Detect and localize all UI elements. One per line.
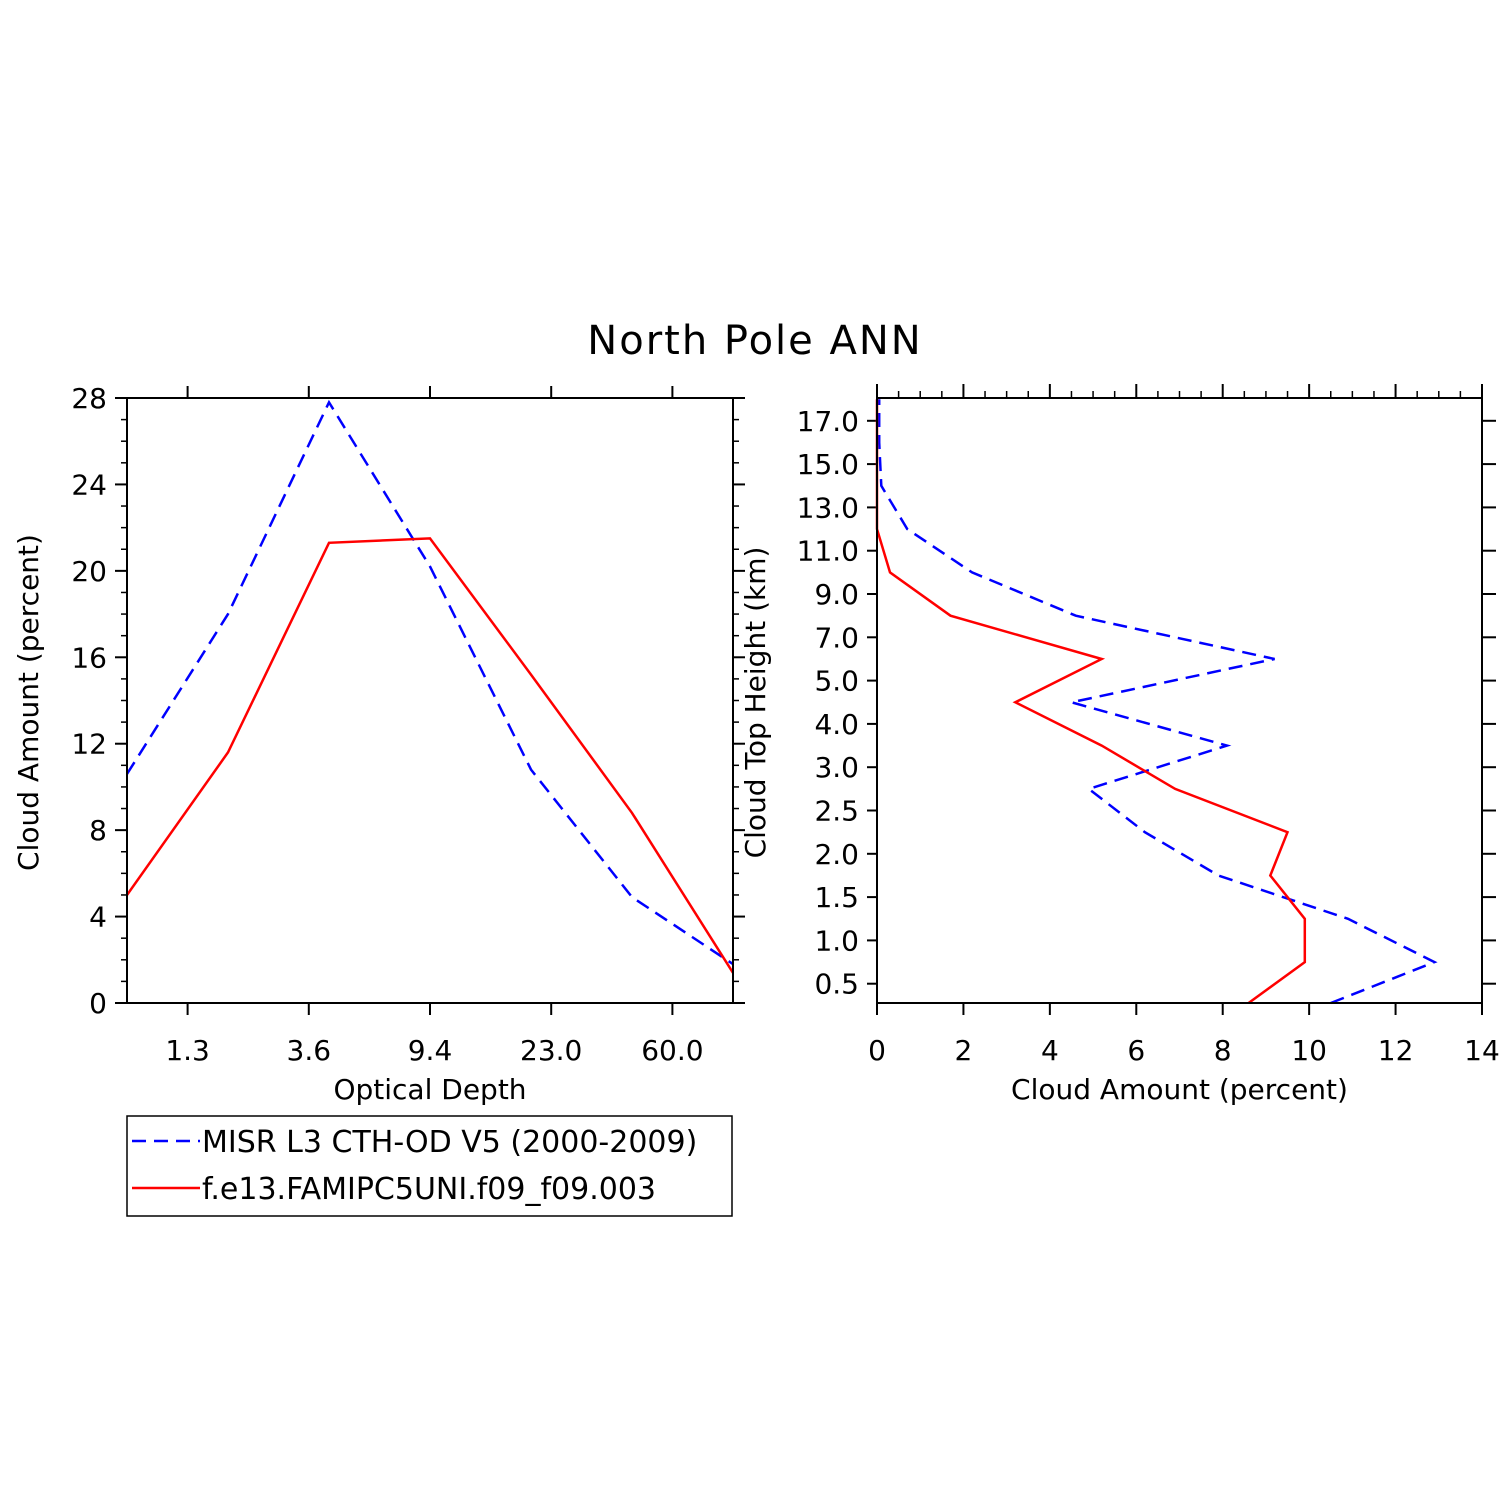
y-tick-label: 7.0 xyxy=(814,621,859,654)
x-tick-label: 23.0 xyxy=(520,1034,582,1067)
y-tick-label: 17.0 xyxy=(797,405,859,438)
legend: MISR L3 CTH-OD V5 (2000-2009) f.e13.FAMI… xyxy=(126,1115,733,1217)
y-tick-label: 12 xyxy=(71,728,107,761)
y-tick-label: 4.0 xyxy=(814,708,859,741)
y-tick-label: 16 xyxy=(71,641,107,674)
chart-title: North Pole ANN xyxy=(587,318,922,364)
x-tick-label: 10 xyxy=(1291,1034,1327,1067)
y-tick-label: 15.0 xyxy=(797,448,859,481)
plot-frame xyxy=(126,397,734,1004)
y-tick-label: 2.5 xyxy=(814,795,859,828)
y-tick-label: 24 xyxy=(71,468,107,501)
series-line-obs xyxy=(877,399,1438,1005)
x-tick-label: 12 xyxy=(1378,1034,1414,1067)
x-tick-label: 60.0 xyxy=(641,1034,703,1067)
x-tick-label: 9.4 xyxy=(408,1034,453,1067)
y-tick-label: 3.0 xyxy=(814,751,859,784)
x-tick-label: 8 xyxy=(1214,1034,1232,1067)
legend-label-model: f.e13.FAMIPC5UNI.f09_f09.003 xyxy=(202,1172,656,1207)
y-tick-label: 0.5 xyxy=(814,968,859,1001)
y-tick-label: 1.5 xyxy=(814,881,859,914)
series-line-model xyxy=(125,537,735,974)
y-tick-label: 1.0 xyxy=(814,924,859,957)
x-tick-label: 6 xyxy=(1127,1034,1145,1067)
x-tick-label: 4 xyxy=(1041,1034,1059,1067)
y-tick-label: 0 xyxy=(89,987,107,1020)
cloud-top-height-panel: 0.5 1.0 1.5 2.0 2.5 3.0 4.0 5.0 7.0 9.0 11.0 13.0 15… xyxy=(739,384,1500,1106)
y-tick-label: 8 xyxy=(89,814,107,847)
series-line-model xyxy=(875,399,1307,1005)
y-tick-label: 11.0 xyxy=(797,535,859,568)
x-tick-label: 0 xyxy=(868,1034,886,1067)
x-axis-label: Cloud Amount (percent) xyxy=(1011,1073,1348,1106)
y-tick-label: 20 xyxy=(71,555,107,588)
y-tick-label: 4 xyxy=(89,901,107,934)
y-tick-label: 5.0 xyxy=(814,665,859,698)
y-tick-label: 9.0 xyxy=(814,578,859,611)
y-tick-label: 2.0 xyxy=(814,838,859,871)
legend-label-obs: MISR L3 CTH-OD V5 (2000-2009) xyxy=(202,1125,697,1160)
x-tick-label: 14 xyxy=(1464,1034,1500,1067)
x-tick-label: 1.3 xyxy=(165,1034,210,1067)
y-axis-label: Cloud Amount (percent) xyxy=(12,534,45,871)
x-axis-label: Optical Depth xyxy=(333,1073,526,1106)
legend-box xyxy=(126,1115,733,1217)
optical-depth-panel: 0 4 8 12 16 20 24 28 1.3 3.6 9.4 23.0 60.0 Optical De… xyxy=(12,382,745,1106)
x-tick-label: 2 xyxy=(955,1034,973,1067)
y-tick-label: 28 xyxy=(71,382,107,415)
plot-frame xyxy=(876,397,1483,1004)
y-axis-label: Cloud Top Height (km) xyxy=(739,547,772,859)
series-line-obs xyxy=(125,399,734,966)
x-tick-label: 3.6 xyxy=(287,1034,332,1067)
y-tick-label: 13.0 xyxy=(797,491,859,524)
